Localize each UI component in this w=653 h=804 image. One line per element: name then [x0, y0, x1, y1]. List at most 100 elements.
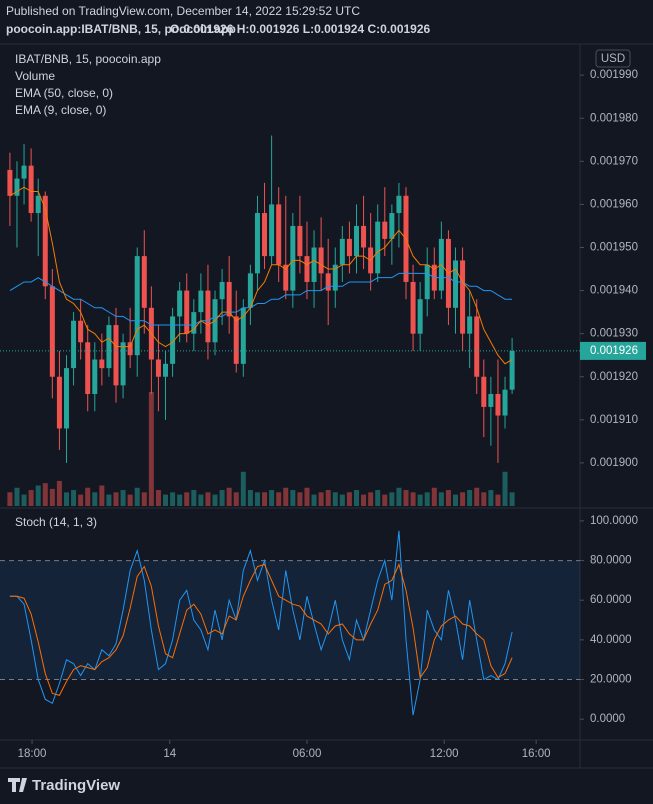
volume-bar: [290, 490, 296, 506]
x-tick-label: 14: [163, 748, 176, 760]
band-fill: [0, 560, 580, 680]
candle-body: [283, 264, 289, 291]
candle-body: [389, 213, 395, 239]
candle-body: [170, 316, 176, 364]
candle-body: [481, 376, 487, 407]
logo-text: TradingView: [32, 777, 120, 794]
volume-bar: [509, 492, 515, 506]
candle-body: [42, 195, 48, 287]
symbol-line: poocoin.app:IBAT/BNB, 15, poocoin.app: [6, 22, 236, 36]
candle-body: [339, 238, 345, 265]
volume-bar: [495, 494, 501, 506]
volume-bar: [219, 490, 225, 506]
volume-bar: [184, 492, 190, 506]
volume-legend: Volume: [15, 69, 55, 83]
candle-body: [382, 221, 388, 239]
volume-bar: [460, 492, 466, 506]
volume-bar: [212, 494, 218, 506]
candle-body: [353, 225, 359, 257]
volume-bar: [254, 492, 260, 506]
volume-bar: [424, 492, 430, 506]
y-tick-label: 0.001900: [590, 457, 638, 469]
stoch-title: Stoch (14, 1, 3): [15, 515, 97, 529]
stoch-line: [9, 530, 513, 716]
candle-body: [474, 316, 480, 377]
volume-bar: [21, 494, 27, 506]
volume-bar: [382, 494, 388, 506]
candle-body: [141, 256, 147, 308]
candle-body: [14, 178, 20, 196]
candle-body: [495, 393, 501, 416]
volume-bar: [120, 490, 126, 506]
chart-title: IBAT/BNB, 15, poocoin.app: [15, 52, 161, 66]
y-tick-label: 0.001990: [590, 69, 638, 81]
volume-bar: [7, 492, 13, 506]
volume-bar: [163, 494, 169, 506]
volume-bar: [85, 487, 91, 506]
volume-bar: [63, 492, 69, 506]
y-tick-label: 0.001940: [590, 285, 638, 297]
candle-body: [177, 290, 183, 317]
volume-bar: [283, 487, 289, 506]
legend-entry: EMA (50, close, 0): [15, 86, 113, 100]
candle-body: [396, 195, 402, 214]
candle-body: [269, 204, 275, 257]
volume-bar: [304, 487, 310, 506]
x-tick-label: 16:00: [522, 748, 551, 760]
volume-bar: [311, 494, 317, 506]
volume-bar: [226, 487, 232, 506]
candle-body: [127, 342, 133, 356]
volume-bar: [99, 485, 105, 506]
volume-bar: [410, 492, 416, 506]
volume-bar: [318, 492, 324, 506]
y-tick-label: 0.001960: [590, 198, 638, 210]
published-note: Published on TradingView.com, December 1…: [6, 4, 360, 18]
candle-body: [219, 281, 225, 300]
y-tick-label: 60.0000: [590, 594, 632, 606]
x-tick-label: 12:00: [430, 748, 459, 760]
volume-bar: [106, 494, 112, 506]
candle-body: [311, 247, 317, 282]
volume-bar: [396, 487, 402, 506]
candle-body: [290, 225, 296, 291]
volume-bar: [233, 492, 239, 506]
volume-bar: [148, 392, 154, 506]
candle-body: [85, 342, 91, 394]
y-tick-label: 0.001910: [590, 414, 638, 426]
candle-body: [113, 325, 119, 386]
candle-body: [120, 342, 126, 386]
y-tick-label: 20.0000: [590, 674, 632, 686]
volume-bar: [205, 492, 211, 506]
stoch-line: [9, 563, 513, 696]
candle-body: [318, 247, 324, 274]
y-tick-label: 40.0000: [590, 634, 632, 646]
candle-body: [254, 213, 260, 274]
candle-body: [78, 320, 84, 343]
y-tick-label: 0.001980: [590, 112, 638, 124]
volume-bar: [170, 492, 176, 506]
x-tick-label: 06:00: [293, 748, 322, 760]
candle-body: [205, 290, 211, 343]
volume-bar: [42, 483, 48, 506]
volume-bar: [445, 490, 451, 506]
volume-bar: [325, 490, 331, 506]
candle-body: [417, 299, 423, 334]
volume-bar: [28, 490, 34, 506]
candle-body: [240, 307, 246, 364]
currency-box[interactable]: [595, 49, 631, 68]
candle-body: [460, 260, 466, 334]
candle-body: [361, 225, 367, 248]
candle-body: [184, 290, 190, 334]
volume-bar: [353, 490, 359, 506]
candle-body: [304, 256, 310, 282]
volume-bar: [177, 494, 183, 506]
volume-bar: [262, 492, 268, 506]
ema-line: [9, 272, 513, 326]
candle-body: [262, 213, 268, 257]
volume-bar: [375, 490, 381, 506]
logo-icon: [8, 778, 27, 792]
ohlc-line: O:0.001926 H:0.001926 L:0.001924 C:0.001…: [170, 22, 431, 36]
currency-label: USD: [601, 53, 625, 65]
volume-bar: [198, 494, 204, 506]
